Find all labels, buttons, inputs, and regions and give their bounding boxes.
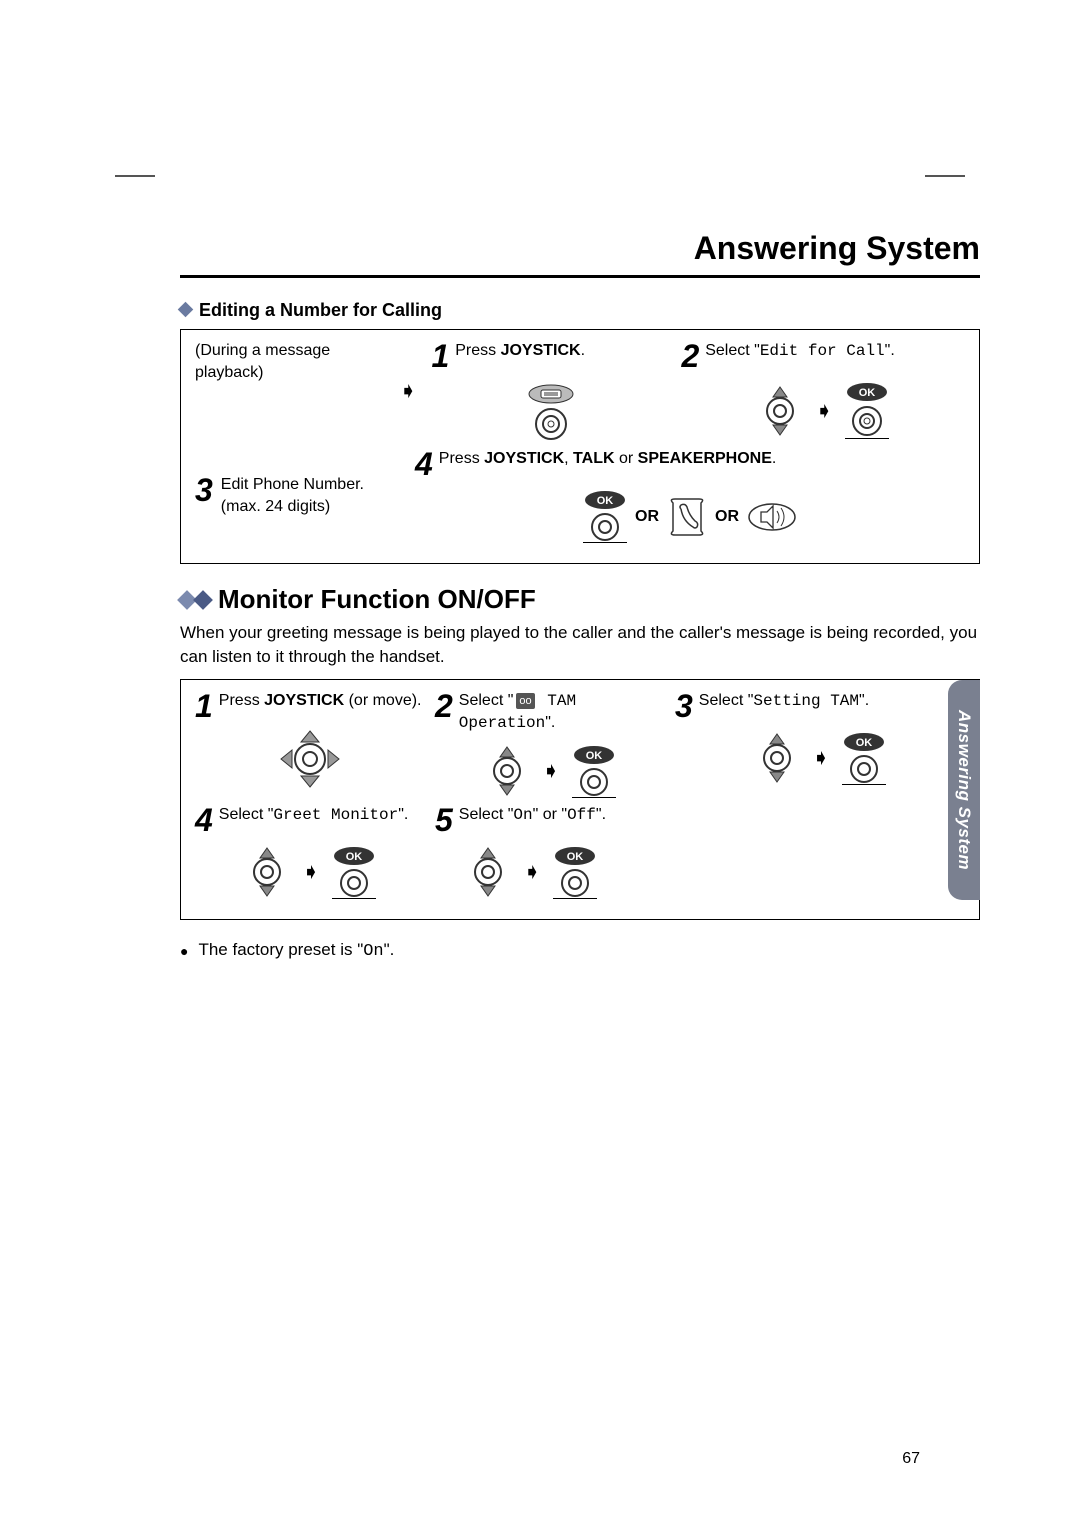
m-step2-text: Select "oo TAM Operation". <box>459 690 665 735</box>
svg-text:OK: OK <box>567 851 584 863</box>
m-step3-text: Select "Setting TAM". <box>699 690 869 722</box>
ok-press-icon: OK <box>845 382 889 439</box>
diamond-pair-icon <box>180 593 210 607</box>
arrow-right-icon: ➧ <box>298 859 324 885</box>
page-number: 67 <box>902 1450 920 1468</box>
tam-badge-icon: oo <box>516 693 534 710</box>
m-step4-text: Select "Greet Monitor". <box>219 804 409 836</box>
step-number: 3 <box>675 690 693 722</box>
arrow-right-icon: ➧ <box>538 758 564 784</box>
arrow-right-icon: ➧ <box>519 859 545 885</box>
step-number: 4 <box>415 448 433 480</box>
speakerphone-key-icon <box>747 502 797 532</box>
edit-number-box: (During a message playback) ➧ 1 Press JO… <box>180 329 980 564</box>
monitor-box: 1 Press JOYSTICK (or move). 2 <box>180 679 980 920</box>
step3-text: Edit Phone Number. (max. 24 digits) <box>221 474 364 517</box>
step-number: 5 <box>435 804 453 836</box>
ok-press-icon: OK <box>842 732 886 785</box>
joystick-updown-icon <box>244 846 290 898</box>
joystick-updown-icon <box>757 385 803 437</box>
step2-text: Select "Edit for Call". <box>705 340 895 372</box>
svg-text:OK: OK <box>856 737 873 749</box>
context-text: (During a message playback) <box>195 340 385 383</box>
ok-press-icon: OK <box>583 490 627 543</box>
step-number: 1 <box>431 340 449 372</box>
talk-key-icon <box>667 497 707 537</box>
svg-text:OK: OK <box>597 495 614 507</box>
or-label: OR <box>635 508 659 526</box>
edit-number-heading: Editing a Number for Calling <box>180 300 980 321</box>
arrow-right-icon: ➧ <box>808 745 834 771</box>
step-number: 2 <box>681 340 699 372</box>
monitor-heading: Monitor Function ON/OFF <box>180 584 980 615</box>
title-rule <box>180 275 980 278</box>
monitor-intro: When your greeting message is being play… <box>180 621 980 669</box>
step1-text: Press JOYSTICK. <box>455 340 585 372</box>
arrow-right-icon: ➧ <box>395 378 421 404</box>
ok-press-icon: OK <box>553 846 597 899</box>
arrow-right-icon: ➧ <box>811 398 837 424</box>
ok-press-icon: OK <box>332 846 376 899</box>
ok-press-icon: OK <box>572 745 616 798</box>
joystick-menu-icon <box>516 382 586 442</box>
svg-text:OK: OK <box>346 851 363 863</box>
step-number: 4 <box>195 804 213 836</box>
diamond-icon <box>178 302 194 318</box>
m-step1-text: Press JOYSTICK (or move). <box>219 690 422 722</box>
joystick-updown-icon <box>484 745 530 797</box>
step-number: 1 <box>195 690 213 722</box>
svg-text:OK: OK <box>859 387 876 399</box>
joystick-updown-icon <box>465 846 511 898</box>
m-step5-text: Select "On" or "Off". <box>459 804 606 836</box>
step-number: 3 <box>195 474 213 506</box>
page-title: Answering System <box>180 230 980 267</box>
section-tab: Answering System <box>948 680 980 900</box>
factory-preset-note: ● The factory preset is "On". <box>180 940 980 962</box>
step-number: 2 <box>435 690 453 735</box>
svg-text:OK: OK <box>586 750 603 762</box>
or-label: OR <box>715 508 739 526</box>
step4-text: Press JOYSTICK, TALK or SPEAKERPHONE. <box>439 448 777 480</box>
joystick-updown-icon <box>754 732 800 784</box>
joystick-4way-icon <box>275 728 345 790</box>
